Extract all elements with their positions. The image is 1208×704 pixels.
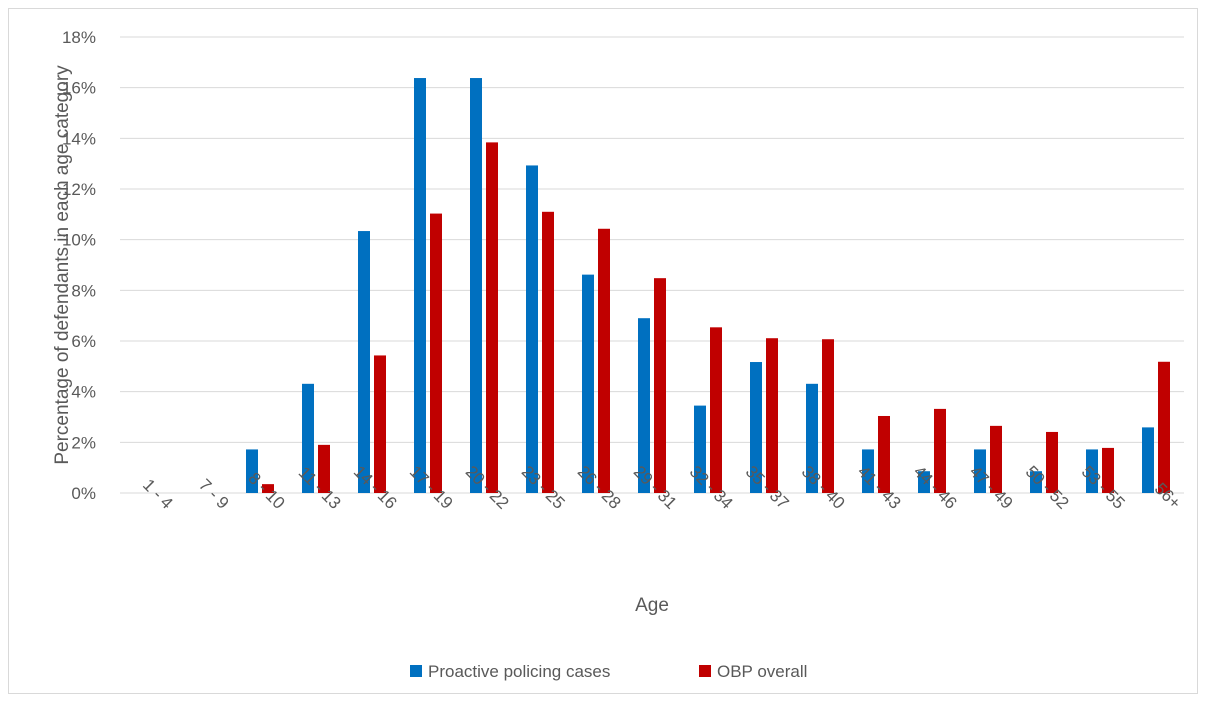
bar (430, 213, 442, 493)
y-tick-label: 4% (71, 383, 96, 402)
y-tick-label: 14% (62, 129, 96, 148)
bar (302, 383, 314, 493)
bar (526, 165, 538, 493)
legend-swatch (699, 665, 711, 677)
bar (1030, 471, 1042, 493)
bar (1046, 431, 1058, 493)
bar (878, 415, 890, 493)
bar (990, 425, 1002, 493)
x-tick-label: 7 - 9 (195, 475, 232, 512)
x-tick-label: 1 - 4 (139, 475, 176, 512)
bar (974, 449, 986, 493)
bar (806, 383, 818, 493)
bar (598, 228, 610, 494)
y-tick-label: 2% (71, 433, 96, 452)
y-tick-label: 12% (62, 180, 96, 199)
bar (1086, 449, 1098, 493)
bar (1142, 427, 1154, 493)
bar (934, 408, 946, 493)
bar (358, 231, 370, 493)
gridlines (120, 36, 1184, 494)
legend: Proactive policing cases OBP overall (410, 662, 807, 681)
bar (710, 327, 722, 493)
legend-swatch (410, 665, 422, 677)
bar (542, 211, 554, 494)
bar (318, 444, 330, 493)
y-axis-ticks: 0% 2% 4% 6% 8% 10% 12% 14% 16% 18% (62, 28, 96, 503)
legend-label: Proactive policing cases (428, 662, 610, 681)
y-tick-label: 6% (71, 332, 96, 351)
bar (486, 142, 498, 494)
bar (750, 362, 762, 493)
bars (246, 78, 1170, 494)
legend-label: OBP overall (717, 662, 807, 681)
x-axis-title: Age (635, 595, 669, 616)
bar (766, 338, 778, 493)
bar (694, 405, 706, 493)
y-tick-label: 16% (62, 79, 96, 98)
bar (262, 484, 274, 493)
bar (918, 471, 930, 493)
bar (1158, 361, 1170, 493)
y-tick-label: 8% (71, 281, 96, 300)
bar (414, 78, 426, 493)
y-tick-label: 10% (62, 231, 96, 250)
bar (862, 449, 874, 493)
y-axis-title: Percentage of defendants in each age cat… (52, 65, 73, 465)
y-tick-label: 18% (62, 28, 96, 47)
bar (582, 274, 594, 493)
y-tick-label: 0% (71, 484, 96, 503)
bar (654, 278, 666, 493)
bar (374, 355, 386, 493)
bar (822, 339, 834, 493)
bar (246, 449, 258, 493)
bar (638, 318, 650, 493)
x-tick-label: 56+ (1151, 479, 1185, 513)
bar (470, 78, 482, 493)
bar (1102, 447, 1114, 493)
